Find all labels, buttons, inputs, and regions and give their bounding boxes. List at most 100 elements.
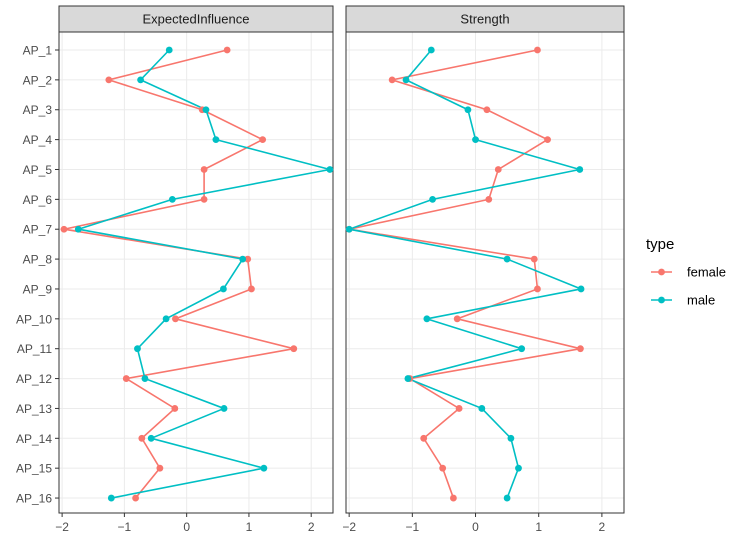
data-point-female: [439, 464, 447, 472]
x-tick-label: −2: [55, 520, 69, 534]
x-tick-label: 1: [535, 520, 542, 534]
x-tick-label: 1: [246, 520, 253, 534]
data-point-female: [450, 494, 457, 502]
data-point-male: [472, 136, 479, 144]
y-tick-label: AP_5: [23, 163, 53, 177]
data-point-female: [577, 345, 584, 353]
legend-label-male: male: [687, 293, 715, 308]
series-line-female: [348, 49, 581, 499]
data-point-male: [74, 225, 82, 233]
data-point-female: [172, 315, 179, 323]
data-point-female: [248, 285, 255, 293]
series-line-female: [63, 49, 294, 499]
y-tick-label: AP_11: [17, 342, 52, 356]
y-tick-label: AP_9: [23, 282, 53, 296]
y-tick-label: AP_16: [16, 492, 52, 506]
data-point-male: [478, 405, 486, 412]
data-point-male: [162, 315, 170, 323]
data-point-male: [239, 255, 247, 263]
facet-strip-label: Strength: [460, 12, 509, 27]
data-point-male: [345, 225, 353, 233]
y-tick-label: AP_10: [16, 312, 52, 326]
x-tick-label: −1: [118, 520, 132, 534]
panel-border: [58, 31, 334, 514]
data-point-male: [141, 375, 149, 382]
data-point-female: [259, 136, 267, 144]
data-point-female: [388, 76, 396, 84]
x-tick-label: 0: [183, 520, 190, 534]
data-point-male: [147, 434, 155, 442]
data-point-male: [107, 494, 115, 502]
facet-strip-ExpectedInfluence: [58, 5, 334, 33]
y-tick-label: AP_15: [16, 462, 52, 476]
data-point-female: [420, 434, 428, 442]
panel-border: [345, 31, 625, 514]
legend-key-point-male: [658, 296, 665, 304]
y-tick-label: AP_4: [23, 133, 53, 147]
data-point-female: [544, 136, 551, 144]
data-point-female: [530, 255, 538, 263]
y-tick-label: AP_2: [23, 73, 53, 87]
x-tick-label: −2: [342, 520, 356, 534]
data-point-male: [464, 106, 472, 114]
data-point-male: [202, 106, 210, 114]
x-tick-label: 0: [472, 520, 479, 534]
data-point-female: [105, 76, 113, 84]
data-point-male: [503, 255, 511, 263]
data-point-male: [577, 285, 585, 293]
data-point-male: [423, 315, 431, 323]
data-point-male: [165, 46, 173, 54]
facet-strip-Strength: [345, 5, 625, 33]
panel-background: [346, 32, 624, 513]
data-point-female: [244, 255, 252, 263]
data-point-female: [122, 375, 130, 382]
data-point-female: [290, 345, 298, 353]
data-point-male: [518, 345, 526, 353]
data-point-male: [503, 494, 511, 502]
legend-title: type: [646, 236, 674, 253]
data-point-female: [534, 285, 541, 293]
data-point-female: [171, 405, 179, 412]
data-point-female: [494, 166, 502, 173]
y-tick-label: AP_14: [16, 432, 52, 446]
x-tick-label: 2: [599, 520, 606, 534]
data-point-male: [168, 195, 176, 203]
data-point-male: [429, 195, 436, 203]
y-tick-label: AP_6: [23, 193, 53, 207]
data-point-male: [515, 464, 522, 472]
data-point-male: [137, 76, 144, 84]
panel-background: [59, 32, 333, 513]
data-point-male: [507, 434, 515, 442]
data-point-male: [404, 375, 412, 382]
y-tick-label: AP_1: [23, 44, 53, 58]
data-point-female: [483, 106, 491, 114]
y-tick-label: AP_12: [16, 372, 52, 386]
data-point-male: [220, 285, 227, 293]
series-line-male: [78, 49, 331, 499]
data-point-male: [576, 166, 584, 173]
x-tick-label: 2: [308, 520, 315, 534]
data-point-female: [200, 195, 208, 203]
data-point-female: [223, 46, 231, 54]
data-point-female: [534, 46, 541, 54]
data-point-male: [427, 46, 435, 54]
data-point-female: [132, 494, 139, 502]
y-tick-label: AP_3: [23, 103, 53, 117]
data-point-male: [220, 405, 228, 412]
y-tick-label: AP_13: [16, 402, 52, 416]
data-point-male: [326, 166, 334, 173]
data-point-male: [134, 345, 141, 353]
data-point-female: [60, 225, 68, 233]
series-line-male: [346, 49, 584, 499]
data-point-female: [453, 315, 461, 323]
data-point-female: [156, 464, 164, 472]
legend-label-female: female: [687, 265, 726, 280]
facet-strip-label: ExpectedInfluence: [143, 12, 250, 27]
data-point-female: [138, 434, 146, 442]
legend-key-point-female: [658, 268, 665, 276]
data-point-female: [485, 195, 493, 203]
x-tick-label: −1: [405, 520, 419, 534]
data-point-female: [200, 166, 208, 173]
data-point-male: [402, 76, 410, 84]
